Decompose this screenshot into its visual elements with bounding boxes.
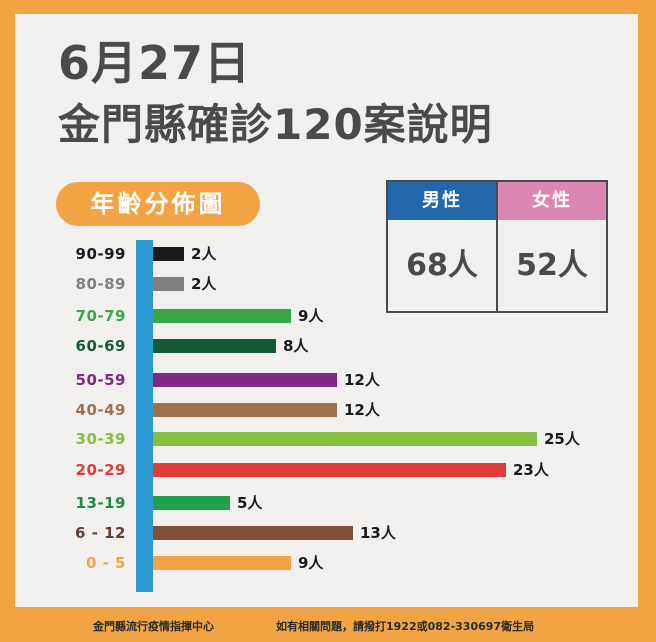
female-header: 女性 (498, 182, 606, 220)
chart-row: 70-79 9人 (0, 301, 656, 331)
value-label: 12人 (344, 401, 380, 419)
age-group-label: 13-19 (75, 494, 126, 512)
bar (153, 463, 506, 477)
bar (153, 373, 337, 387)
male-column: 男性 68人 (388, 182, 496, 311)
age-group-label: 6 - 12 (75, 524, 126, 542)
value-label: 23人 (513, 461, 549, 479)
value-label: 9人 (298, 307, 324, 325)
age-group-label: 60-69 (75, 337, 126, 355)
age-group-label: 90-99 (75, 245, 126, 263)
chart-row: 0 - 5 9人 (0, 548, 656, 578)
section-label-pill: 年齡分佈圖 (56, 182, 260, 226)
chart-row: 90-99 2人 (0, 239, 656, 269)
bar (153, 432, 537, 446)
content-panel (15, 14, 638, 607)
value-label: 9人 (298, 554, 324, 572)
age-group-label: 80-89 (75, 275, 126, 293)
bar (153, 247, 184, 261)
value-label: 5人 (237, 494, 263, 512)
value-label: 8人 (283, 337, 309, 355)
footer-organization: 金門縣流行疫情指揮中心 (93, 620, 214, 633)
value-label: 2人 (191, 275, 217, 293)
page-title: 金門縣確診120案說明 (58, 100, 493, 149)
chart-row: 6 - 12 13人 (0, 518, 656, 548)
bar (153, 277, 184, 291)
age-group-label: 40-49 (75, 401, 126, 419)
male-header: 男性 (388, 182, 496, 220)
chart-row: 20-29 23人 (0, 455, 656, 485)
chart-row: 80-89 2人 (0, 269, 656, 299)
male-count: 68人 (406, 248, 478, 283)
female-column: 女性 52人 (496, 182, 606, 311)
value-label: 13人 (360, 524, 396, 542)
chart-row: 60-69 8人 (0, 331, 656, 361)
age-group-label: 0 - 5 (85, 554, 126, 572)
age-group-label: 30-39 (75, 430, 126, 448)
gender-summary-table: 男性 68人 女性 52人 (386, 180, 608, 313)
footer-contact: 如有相關問題，請撥打1922或082-330697衛生局 (276, 620, 535, 633)
chart-row: 40-49 12人 (0, 395, 656, 425)
chart-axis-bar (136, 240, 153, 592)
bar (153, 556, 291, 570)
bar (153, 403, 337, 417)
bar (153, 339, 276, 353)
bar (153, 309, 291, 323)
chart-row: 13-19 5人 (0, 488, 656, 518)
chart-row: 30-39 25人 (0, 424, 656, 454)
female-count: 52人 (516, 248, 588, 283)
value-label: 2人 (191, 245, 217, 263)
age-group-label: 20-29 (75, 461, 126, 479)
chart-row: 50-59 12人 (0, 365, 656, 395)
age-group-label: 70-79 (75, 307, 126, 325)
date-heading: 6月27日 (58, 36, 252, 90)
footer: 金門縣流行疫情指揮中心 如有相關問題，請撥打1922或082-330697衛生局 (0, 607, 656, 642)
bar (153, 496, 230, 510)
value-label: 25人 (544, 430, 580, 448)
age-group-label: 50-59 (75, 371, 126, 389)
bar (153, 526, 353, 540)
value-label: 12人 (344, 371, 380, 389)
